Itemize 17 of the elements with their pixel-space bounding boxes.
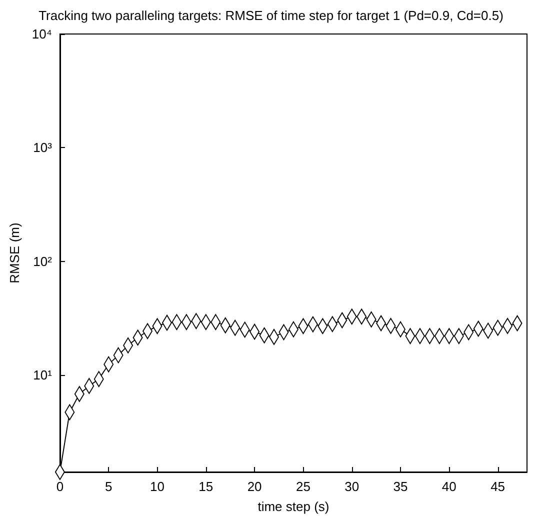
x-tick-label: 20	[247, 479, 262, 494]
chart-title: Tracking two paralleling targets: RMSE of time step for target 1 (Pd=0.9, Cd=0.5)	[38, 8, 504, 23]
x-tick-label: 10	[150, 479, 164, 494]
y-tick-label: 10³	[33, 140, 53, 156]
x-tick-label: 30	[344, 479, 360, 494]
y-tick-label: 10⁴	[32, 26, 52, 42]
x-tick-label: 5	[104, 479, 112, 494]
x-tick-label: 45	[490, 479, 506, 494]
x-tick-label: 25	[296, 479, 310, 494]
y-tick-label: 10²	[33, 254, 53, 269]
x-axis-title: time step (s)	[258, 499, 330, 514]
x-tick-label: 35	[393, 479, 408, 494]
y-axis-title: RMSE (m)	[7, 222, 22, 284]
y-tick-label: 10¹	[33, 367, 53, 382]
x-tick-label: 15	[198, 479, 214, 494]
x-tick-label: 0	[56, 479, 64, 494]
x-tick-label: 40	[442, 479, 456, 494]
